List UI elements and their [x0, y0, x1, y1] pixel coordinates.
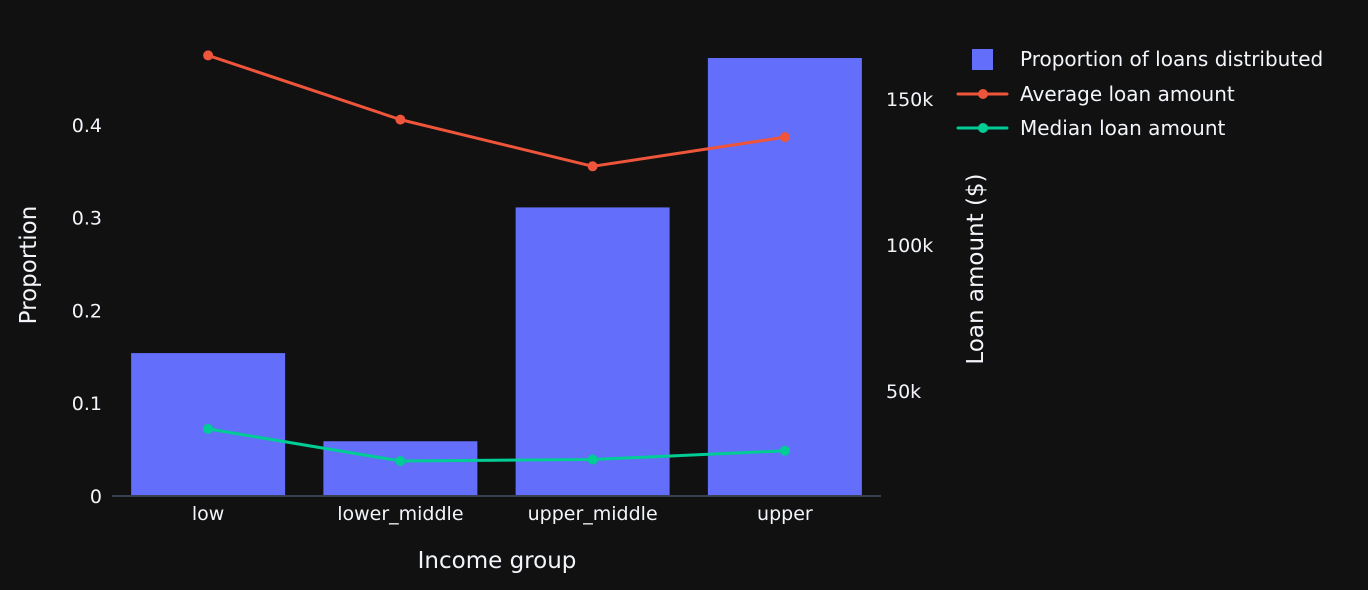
y-tick-label: 0.1: [72, 393, 102, 415]
x-tick-label: upper: [757, 503, 813, 525]
y-axis-title-text: Proportion: [16, 206, 42, 325]
legend-label: Proportion of loans distributed: [1020, 47, 1323, 71]
line-series-1-point-lower_middle: [395, 455, 406, 466]
legend-marker: [978, 89, 988, 99]
y2-tick-label: 50k: [886, 381, 921, 403]
legend-item-2: Median loan amount: [956, 116, 1226, 140]
y-tick-label: 0.4: [72, 115, 102, 137]
legend-label: Median loan amount: [1020, 116, 1226, 140]
y-tick-label: 0: [90, 486, 102, 508]
y-tick-label: 0.3: [72, 208, 102, 230]
legend: Proportion of loans distributed Average l…: [956, 47, 1323, 140]
x-axis-title: Income group: [418, 548, 577, 574]
line-series-1-point-low: [203, 423, 214, 434]
y-axis-title: Proportion: [16, 206, 42, 325]
x-tick-label: upper_middle: [528, 503, 658, 525]
y-tick-label: 0.2: [72, 300, 102, 322]
legend-item-1: Average loan amount: [956, 82, 1235, 106]
line-series-0: [206, 53, 787, 168]
line-series-1-point-upper_middle: [587, 454, 598, 465]
line-series-0-point-lower_middle: [395, 114, 406, 125]
line-series-0-point-low: [203, 50, 214, 61]
x-tick-label: low: [192, 503, 224, 525]
line-series-1: [206, 427, 787, 463]
bar-upper: [707, 58, 862, 497]
legend-label: Average loan amount: [1020, 82, 1235, 106]
bar-upper_middle: [515, 207, 670, 497]
bar-lower_middle: [323, 441, 478, 496]
line-series-1-point-upper: [779, 445, 790, 456]
y2-axis-title-text: Loan amount ($): [963, 173, 989, 364]
line-series-0-point-upper_middle: [587, 161, 598, 172]
legend-marker: [978, 123, 988, 133]
legend-bar-swatch: [972, 49, 993, 70]
y2-axis-title: Loan amount ($): [963, 173, 989, 364]
plot-area: 0 0.1 0.2 0.3 0.4 50k 100k 150k low lower_middle u…: [72, 50, 933, 525]
x-tick-label: lower_middle: [337, 503, 463, 525]
line-series-0-point-upper: [779, 132, 790, 143]
y2-tick-label: 100k: [886, 235, 933, 257]
y2-tick-label: 150k: [886, 89, 933, 111]
x-axis-title-text: Income group: [418, 548, 577, 574]
legend-item-0: Proportion of loans distributed: [972, 47, 1323, 71]
